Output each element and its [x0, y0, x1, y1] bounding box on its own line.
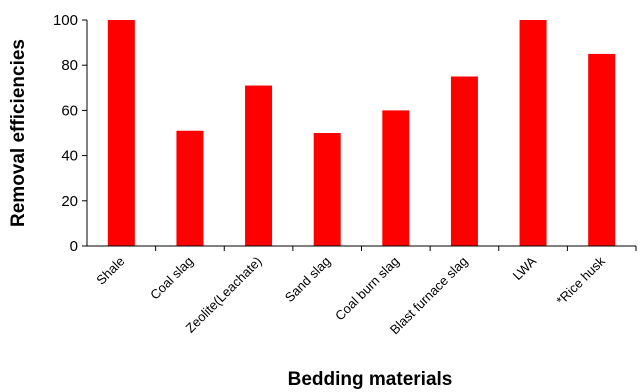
x-tick-label: Zeolite(Leachate): [183, 254, 265, 336]
bars: [107, 20, 616, 247]
x-tick-label: LWA: [510, 253, 540, 283]
bar: [107, 20, 135, 246]
x-tick-label: *Rice husk: [553, 253, 608, 308]
bar: [450, 76, 478, 246]
bar: [245, 85, 273, 246]
x-tick-label: Coal burn slag: [332, 254, 402, 324]
bar: [519, 20, 547, 246]
y-tick-label: 100: [53, 12, 78, 29]
y-tick-label: 80: [61, 57, 78, 74]
x-tick-label: Shale: [93, 254, 127, 288]
bar: [382, 110, 410, 247]
y-axis-ticks: 0 20 40 60 80 100: [53, 12, 87, 255]
x-axis-title: Bedding materials: [288, 369, 453, 390]
bar: [176, 130, 204, 246]
y-tick-label: 40: [61, 148, 78, 165]
y-tick-label: 60: [61, 102, 78, 119]
y-tick-label: 0: [70, 238, 78, 255]
y-tick-label: 20: [61, 193, 78, 210]
bar: [588, 53, 616, 247]
y-axis-title: Removal efficiencies: [8, 39, 29, 227]
x-tick-label: Sand slag: [282, 254, 333, 305]
x-tick-label: Coal slag: [147, 254, 196, 303]
bar: [313, 133, 341, 246]
